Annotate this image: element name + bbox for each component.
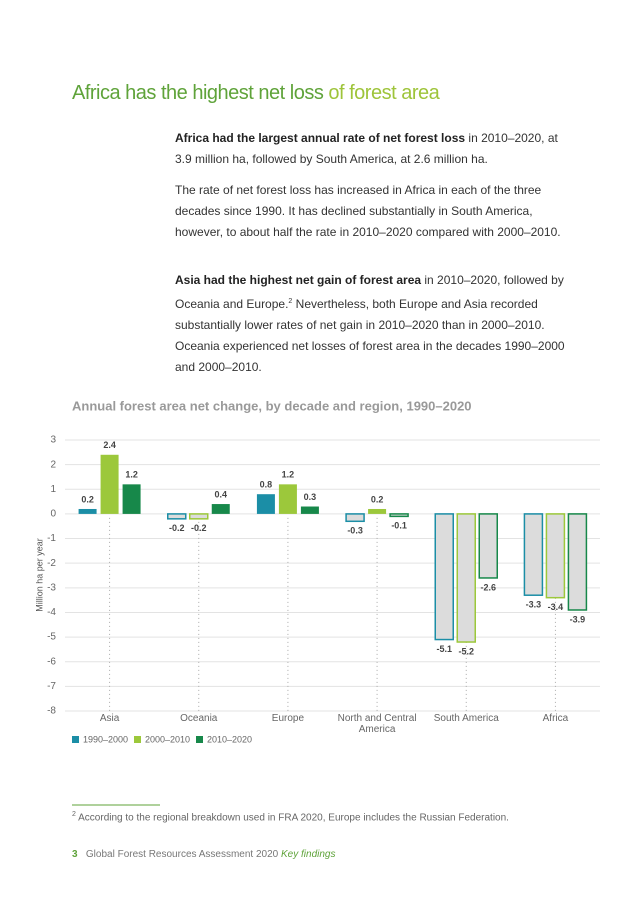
heading: Africa has the highest net loss of fores… (72, 82, 440, 105)
y-tick-label: -6 (47, 656, 56, 667)
bold-lead: Africa had the largest annual rate of ne… (175, 131, 466, 145)
footer: 3 Global Forest Resources Assessment 202… (72, 849, 336, 860)
y-axis-label: Million ha per year (34, 538, 44, 612)
y-tick-label: -4 (47, 607, 56, 618)
bar (122, 484, 141, 514)
bar (211, 504, 230, 514)
x-tick-label: Africa (542, 713, 569, 724)
footnote-text: According to the regional breakdown used… (75, 812, 509, 824)
value-label: -5.2 (458, 646, 474, 656)
bar (523, 513, 544, 596)
chart-title: Annual forest area net change, by decade… (72, 398, 472, 413)
footnote-mark: 2 (72, 811, 76, 818)
x-tick-label: Asia (99, 713, 120, 724)
y-tick-label: -1 (47, 533, 56, 544)
y-tick-label: 0 (50, 509, 56, 520)
value-label: -3.9 (570, 614, 586, 624)
legend-label: 2000–2010 (145, 734, 190, 744)
bold-lead: Asia had the highest net gain of forest … (175, 273, 422, 287)
heading-tail: of forest area (328, 82, 440, 104)
bar (368, 508, 387, 514)
value-label: 0.3 (304, 492, 317, 502)
y-tick-label: -5 (47, 632, 56, 643)
value-label: -0.2 (191, 523, 207, 533)
value-label: 0.4 (214, 489, 227, 499)
bar (100, 454, 119, 514)
legend-swatch (134, 736, 141, 743)
text: Nevertheless, both Europe and Asia recor… (175, 297, 565, 374)
bar (434, 513, 454, 641)
text: in 2010–2020, at 3.9 million ha, followe… (175, 131, 558, 166)
footer-subtitle: Key findings (281, 849, 336, 860)
bar (389, 513, 409, 518)
bar (256, 494, 275, 514)
x-tick-label: South America (433, 713, 499, 724)
x-tick-label: Oceania (180, 713, 218, 724)
paragraph: Africa had the largest annual rate of ne… (175, 128, 565, 170)
value-label: -0.3 (347, 526, 363, 536)
y-tick-label: -3 (47, 582, 56, 593)
bar (478, 513, 498, 579)
value-label: 2.4 (103, 440, 116, 450)
bar (456, 513, 476, 643)
value-label: -5.1 (436, 644, 452, 654)
legend-label: 1990–2000 (83, 734, 128, 744)
y-tick-label: 3 (50, 435, 56, 446)
y-tick-label: 2 (50, 459, 56, 470)
bar (189, 513, 209, 520)
legend-label: 2010–2020 (207, 734, 252, 744)
legend-swatch (196, 736, 203, 743)
legend-swatch (72, 736, 79, 743)
value-label: -3.4 (548, 602, 564, 612)
value-label: -2.6 (480, 582, 496, 592)
value-label: 0.8 (260, 480, 273, 490)
bar (545, 513, 566, 599)
y-tick-label: -7 (47, 681, 56, 692)
page-number: 3 (72, 849, 78, 860)
bar (345, 513, 365, 523)
value-label: 1.2 (282, 470, 295, 480)
y-tick-label: 1 (50, 484, 56, 495)
bar (167, 513, 187, 520)
paragraph: Asia had the highest net gain of forest … (175, 270, 565, 378)
value-label: -0.2 (169, 523, 185, 533)
bar (567, 513, 588, 611)
bar (278, 484, 297, 514)
y-tick-label: -2 (47, 558, 56, 569)
text: The rate of net forest loss has increase… (175, 183, 561, 239)
value-label: -3.3 (526, 600, 542, 610)
value-label: 1.2 (125, 470, 138, 480)
footnote: 2 According to the regional breakdown us… (72, 811, 509, 823)
value-label: 0.2 (371, 494, 384, 504)
text: in 2010–2020, followed by Oceania and Eu… (175, 273, 564, 311)
value-label: -0.1 (391, 521, 407, 531)
heading-main: Africa has the highest net loss (72, 82, 324, 104)
footer-title: Global Forest Resources Assessment 2020 (85, 849, 279, 860)
paragraph: The rate of net forest loss has increase… (175, 180, 565, 243)
y-tick-label: -8 (47, 706, 56, 717)
value-label: 0.2 (81, 494, 94, 504)
x-tick-label: North and Central America (337, 713, 417, 735)
x-tick-label: Europe (271, 713, 305, 724)
bar (78, 508, 97, 514)
bar (300, 506, 319, 514)
footnote-ref: 2 (288, 298, 293, 305)
